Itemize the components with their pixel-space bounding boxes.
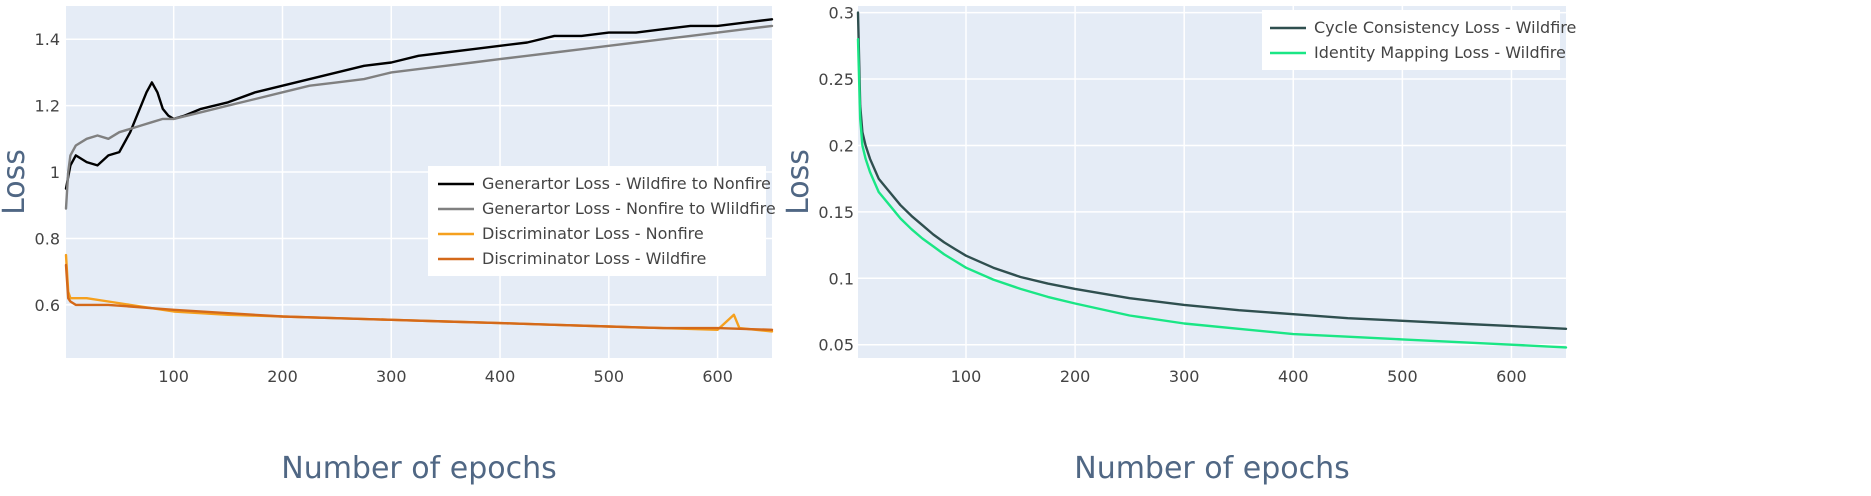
y-tick-label-left-3: 1.2 [35,97,60,116]
y-tick-label-left-2: 1 [50,163,60,182]
x-tick-label-left-2: 300 [376,367,407,386]
legend-label-left-1: Generartor Loss - Nonfire to Wlildfire [482,199,776,218]
ticks-right: 100 200 300 400 500 600 0.05 0.1 0.15 0.2 0.25 0.3 [818,4,1526,386]
y-tick-label-left-1: 0.8 [35,229,60,248]
legend-label-right-1: Identity Mapping Loss - Wildfire [1314,43,1566,62]
y-tick-label-right-3: 0.2 [829,136,854,155]
x-tick-label-left-1: 200 [267,367,298,386]
grid-right [858,6,1566,358]
x-tick-label-right-2: 300 [1169,367,1200,386]
x-tick-label-left-0: 100 [158,367,189,386]
series-line-left-3 [64,263,774,331]
x-tick-label-right-0: 100 [951,367,982,386]
legend-left-box [428,166,766,276]
series-line-right-0 [856,11,1568,330]
x-axis-title-left: Number of epochs [281,451,557,486]
x-tick-label-left-5: 600 [702,367,733,386]
legend-label-right-0: Cycle Consistency Loss - Wildfire [1314,18,1576,37]
series-line-left-1 [64,24,774,210]
series-right [856,11,1568,349]
x-tick-label-right-4: 500 [1387,367,1418,386]
chart-right: 100 200 300 400 500 6000.050.10.150.20.250.3 … [781,4,1576,486]
x-tick-label-left-4: 500 [594,367,625,386]
legend-right-box [1262,10,1560,70]
x-tick-label-right-5: 600 [1496,367,1527,386]
x-tick-label-left-3: 400 [485,367,516,386]
y-tick-label-right-4: 0.25 [818,70,854,89]
chart-left: 100 200 300 400 500 600 0.6 0.8 1 1.2 1.4 Number o… [0,6,776,486]
y-tick-label-right-0: 0.05 [818,336,854,355]
ticks-left: 100 200 300 400 500 600 0.6 0.8 1 1.2 1.4 [35,30,733,386]
y-axis-title-right: Loss [781,149,816,215]
y-tick-label-right-5: 0.3 [829,4,854,23]
legend-left: Generartor Loss - Wildfire to Nonfire Gen… [428,166,776,276]
legend-right: Cycle Consistency Loss - Wildfire Identit… [1262,10,1576,70]
legend-label-left-0: Generartor Loss - Wildfire to Nonfire [482,174,771,193]
y-tick-label-left-0: 0.6 [35,296,60,315]
x-axis-title-right: Number of epochs [1074,451,1350,486]
y-tick-label-right-2: 0.15 [818,203,854,222]
x-tick-label-right-3: 400 [1278,367,1309,386]
y-axis-title-left: Loss [0,149,32,215]
series-left [64,18,774,333]
x-tick-label-right-1: 200 [1060,367,1091,386]
legend-label-left-3: Discriminator Loss - Wildfire [482,249,706,268]
series-line-right-1 [856,38,1568,349]
y-tick-label-left-4: 1.4 [35,30,60,49]
series-line-left-0 [64,18,774,190]
y-tick-label-right-1: 0.1 [829,269,854,288]
legend-label-left-2: Discriminator Loss - Nonfire [482,224,704,243]
